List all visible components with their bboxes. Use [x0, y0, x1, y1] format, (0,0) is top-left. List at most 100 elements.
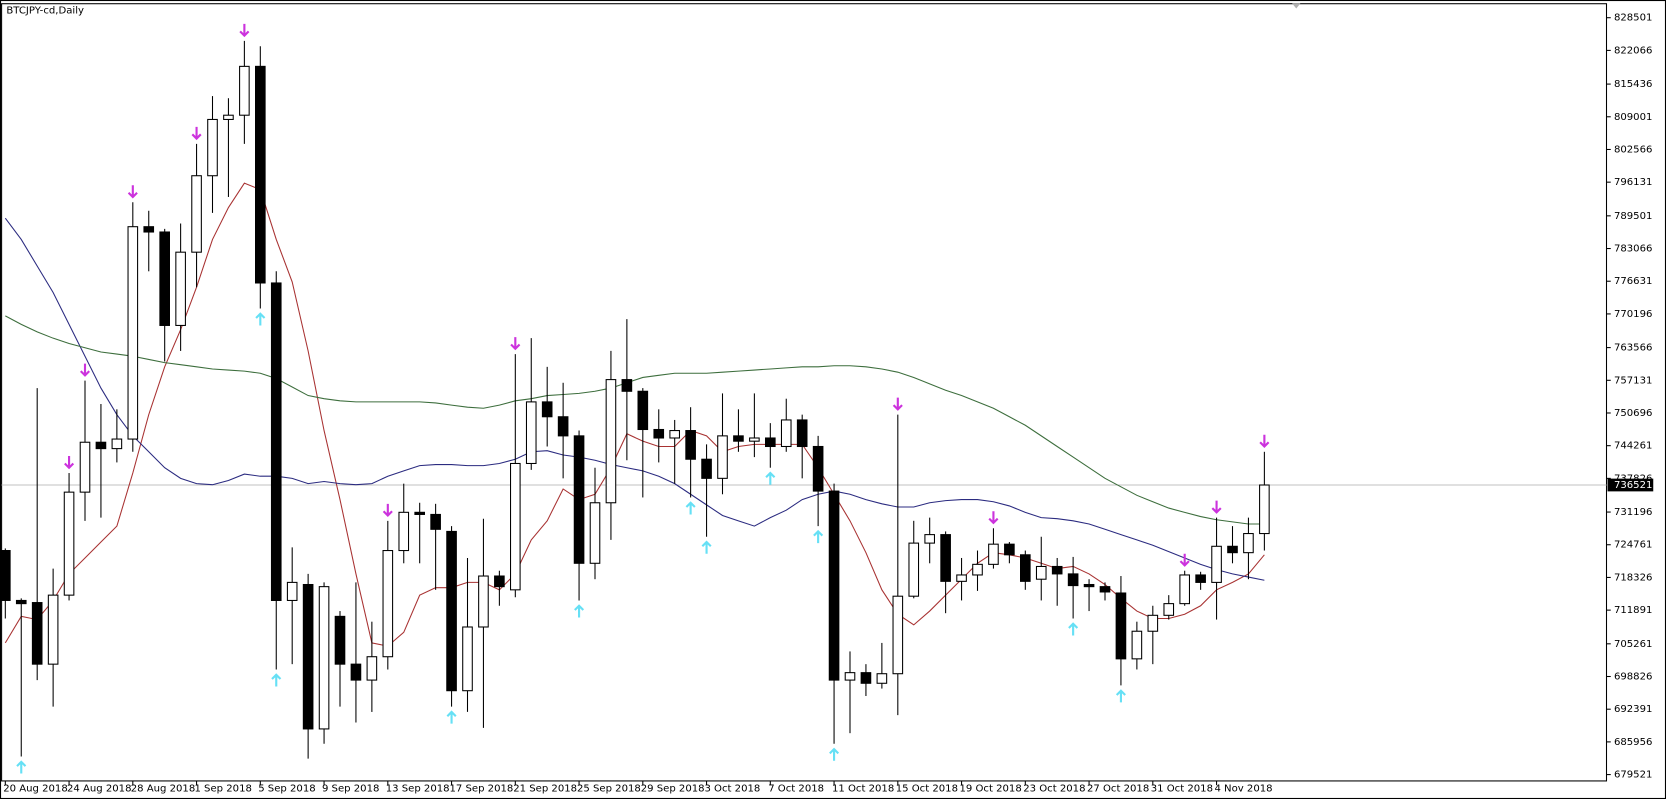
candle-body [318, 586, 330, 730]
candle-body [1179, 574, 1190, 605]
candle-body [1115, 592, 1127, 660]
x-tick-label: 23 Oct 2018 [1023, 783, 1085, 794]
candle-body [1067, 573, 1079, 587]
x-tick-label: 17 Sep 2018 [449, 783, 513, 794]
candle-body [175, 251, 186, 326]
arrow-down [1259, 434, 1270, 448]
candle-body [1131, 630, 1143, 660]
x-tick-label: 29 Sep 2018 [641, 783, 705, 794]
x-tick-label: 28 Aug 2018 [131, 783, 196, 794]
candle-body [988, 543, 999, 565]
candle-body [398, 511, 410, 552]
candle-body [95, 441, 107, 450]
candle-body [589, 502, 601, 564]
y-tick-label: 815436 [1614, 79, 1652, 90]
x-tick-label: 31 Oct 2018 [1151, 783, 1213, 794]
last-price-label: 736521 [1614, 480, 1652, 491]
candle-body [159, 231, 170, 326]
candle-body [334, 615, 346, 665]
candle-body [812, 445, 824, 492]
candle-body [0, 550, 11, 601]
y-tick-label: 776631 [1614, 276, 1652, 287]
arrow-down [510, 337, 521, 351]
candle-body [127, 226, 139, 440]
candle-body [510, 462, 521, 591]
candle-body [191, 175, 202, 253]
arrow-up [574, 604, 585, 618]
arrow-down [239, 23, 250, 38]
y-tick-label: 705261 [1614, 639, 1652, 650]
candle-body [1163, 603, 1175, 616]
x-tick-label: 11 Oct 2018 [832, 783, 894, 794]
arrow-down [191, 126, 202, 141]
candle-body [557, 416, 569, 437]
y-tick-label: 698826 [1614, 672, 1652, 683]
candle-body [924, 534, 935, 544]
candle-body [382, 550, 394, 658]
candle-body [414, 511, 425, 515]
arrow-up [685, 501, 696, 515]
ma-line [4, 217, 1265, 581]
candle-body [286, 581, 298, 601]
candle-body [765, 437, 776, 448]
arrow-up [271, 673, 282, 687]
candle-body [1259, 484, 1270, 535]
y-tick-label: 731196 [1614, 507, 1652, 518]
arrow-down [988, 511, 999, 525]
candle-body [239, 65, 250, 116]
candle-body [780, 419, 792, 448]
x-tick-label: 9 Sep 2018 [322, 783, 379, 794]
candle-body [1147, 614, 1159, 632]
arrow-down [79, 363, 91, 377]
y-tick-label: 750696 [1614, 408, 1652, 419]
candle-body [685, 430, 696, 460]
arrow-up [255, 312, 266, 326]
x-tick-label: 21 Sep 2018 [513, 783, 577, 794]
arrow-down [892, 397, 903, 411]
y-tick-label: 763566 [1614, 343, 1652, 354]
candle-body [844, 672, 856, 681]
candle-body [1211, 545, 1222, 583]
arrow-up [765, 471, 776, 485]
candle-body [1227, 545, 1238, 554]
candle-body [143, 226, 155, 233]
arrow-down [64, 456, 75, 470]
candle-body [573, 435, 585, 564]
candle-body [47, 594, 59, 665]
y-tick-label: 796131 [1614, 177, 1652, 188]
candle-body [956, 574, 967, 582]
candle-body [972, 563, 983, 576]
y-tick-label: 822066 [1614, 45, 1652, 56]
shift-marker [1292, 3, 1301, 9]
arrow-up [701, 540, 712, 554]
candle-body [1099, 586, 1111, 593]
last-price-box [1607, 478, 1654, 492]
y-tick-label: 789501 [1614, 211, 1652, 222]
x-tick-label: 20 Aug 2018 [3, 783, 68, 794]
arrow-down [1211, 500, 1222, 514]
y-tick-label: 685956 [1614, 737, 1652, 748]
x-tick-label: 5 Sep 2018 [258, 783, 315, 794]
candle-body [366, 656, 378, 681]
x-tick-label: 24 Aug 2018 [67, 783, 132, 794]
candle-body [940, 534, 951, 582]
y-tick-label: 692391 [1614, 704, 1652, 715]
candle-body [1020, 554, 1031, 582]
candle-body [637, 390, 649, 431]
x-tick-label: 3 Oct 2018 [704, 783, 760, 794]
candle-body [717, 435, 728, 479]
candle-body [621, 379, 633, 392]
ma-line [5, 315, 1265, 525]
candle-body [1051, 565, 1063, 575]
candle-body [541, 401, 553, 418]
y-tick-label: 783066 [1614, 244, 1652, 255]
candle-body [860, 672, 872, 684]
candle-body [430, 513, 441, 530]
candle-body [892, 595, 904, 675]
candle-body [270, 282, 282, 601]
candle-body [111, 438, 123, 450]
y-tick-label: 679521 [1614, 770, 1652, 781]
x-tick-label: 27 Oct 2018 [1087, 783, 1149, 794]
